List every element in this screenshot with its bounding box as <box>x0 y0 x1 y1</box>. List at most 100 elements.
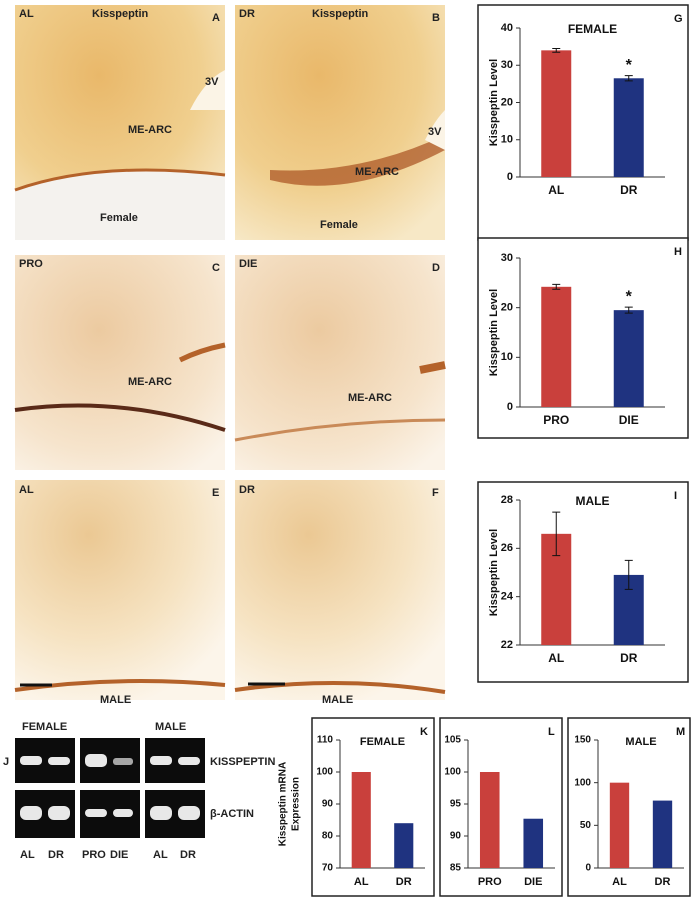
y-axis-label: Kisspeptin Level <box>488 59 500 146</box>
ventricle-label: 3V <box>205 76 219 88</box>
significance-mark: * <box>626 288 633 305</box>
panel-letter: C <box>212 262 220 274</box>
x-tick-label: DR <box>655 876 671 888</box>
y-tick-label: 20 <box>501 96 513 108</box>
y-tick-label: 28 <box>501 494 513 506</box>
bar <box>394 823 414 868</box>
chart: L 85 90 95 100 105 PRO DIE <box>439 717 563 897</box>
panel-letter: F <box>432 487 439 499</box>
group-label: PRO <box>19 258 43 270</box>
group-label: AL <box>19 8 34 20</box>
lane-label: DR <box>48 849 64 861</box>
bar <box>523 818 544 868</box>
panel-letter: E <box>212 487 219 499</box>
y-tick-label: 105 <box>444 735 461 746</box>
error-bar <box>624 559 633 590</box>
group-label: DR <box>239 8 255 20</box>
x-tick-label: DIE <box>619 413 639 427</box>
error-bar <box>624 75 633 82</box>
sex-label: Female <box>320 219 358 231</box>
region-label: ME-ARC <box>355 166 399 178</box>
gel-panel: J FEMALE MALE KISSPEPTIN β-ACTIN AL DR P… <box>3 721 275 861</box>
y-tick-label: 10 <box>501 134 513 146</box>
chart: G FEMALE Kisspeptin Level 0 10 20 30 40 AL DR * <box>477 4 689 241</box>
y-tick-label: 100 <box>316 767 333 778</box>
micrograph-e: AL E MALE <box>14 480 226 706</box>
chart-frame <box>477 481 689 683</box>
y-tick-label: 0 <box>507 171 513 183</box>
y-tick-label: 70 <box>322 863 334 874</box>
panel-letter: G <box>674 13 683 25</box>
panel-letter: D <box>432 262 440 274</box>
micrograph-f: DR F MALE <box>234 480 446 706</box>
chart-frame <box>311 717 435 897</box>
y-axis-label: Expression <box>291 777 302 831</box>
chart: K FEMALE Kisspeptin mRNA Expression 70 80 90 10… <box>278 717 435 897</box>
panel-letter: J <box>3 756 9 768</box>
group-label: AL <box>19 484 34 496</box>
x-tick-label: AL <box>354 876 369 888</box>
chart-title: MALE <box>576 494 610 508</box>
lane-label: AL <box>153 849 168 861</box>
y-tick-label: 100 <box>444 767 461 778</box>
y-axis-label: Kisspeptin Level <box>488 289 500 376</box>
bar <box>351 772 371 868</box>
bar <box>613 310 644 407</box>
panel-letter: H <box>674 246 682 258</box>
sex-label: MALE <box>100 694 131 706</box>
x-tick-label: PRO <box>478 876 502 888</box>
y-tick-label: 90 <box>450 831 462 842</box>
x-tick-label: AL <box>612 876 627 888</box>
y-tick-label: 20 <box>501 302 513 314</box>
lane-label: AL <box>20 849 35 861</box>
lane-label: DIE <box>110 849 128 861</box>
panel-letter: A <box>212 12 220 24</box>
bar <box>541 286 572 407</box>
error-bar <box>552 283 561 290</box>
group-label: DIE <box>239 258 257 270</box>
y-axis-label: Kisspeptin Level <box>488 529 500 616</box>
x-tick-label: DR <box>620 183 638 197</box>
panel-letter: I <box>674 490 677 502</box>
panel-letter: B <box>432 12 440 24</box>
sex-label: MALE <box>322 694 353 706</box>
stain-label: Kisspeptin <box>312 8 369 20</box>
y-tick-label: 0 <box>507 401 513 413</box>
y-tick-label: 50 <box>580 820 592 831</box>
y-tick-label: 30 <box>501 252 513 264</box>
chart-title: MALE <box>625 736 656 748</box>
region-label: ME-ARC <box>128 124 172 136</box>
y-axis-label: Kisspeptin mRNA <box>278 762 289 846</box>
x-tick-label: AL <box>548 183 564 197</box>
lane-label: DR <box>180 849 196 861</box>
lane-label: PRO <box>82 849 106 861</box>
y-tick-label: 95 <box>450 799 462 810</box>
y-tick-label: 0 <box>585 863 591 874</box>
chart: I MALE Kisspeptin Level 22 24 26 28 AL DR <box>477 481 689 683</box>
ventricle-label: 3V <box>428 126 442 138</box>
bar <box>652 800 673 868</box>
sex-label: Female <box>100 212 138 224</box>
micrograph-c: PRO C ME-ARC <box>14 255 226 470</box>
x-tick-label: DR <box>396 876 412 888</box>
y-tick-label: 90 <box>322 799 334 810</box>
x-tick-label: DIE <box>524 876 542 888</box>
x-tick-label: AL <box>548 651 564 665</box>
gene-label: KISSPEPTIN <box>210 756 275 768</box>
micrograph-b: DR Kisspeptin B 3V ME-ARC Female <box>235 5 445 240</box>
chart-frame <box>477 4 689 241</box>
chart: M MALE 0 50 100 150 AL DR <box>567 717 691 897</box>
y-tick-label: 80 <box>322 831 334 842</box>
chart: H Kisspeptin Level 0 10 20 30 PRO DIE * <box>477 237 689 439</box>
chart-frame <box>477 237 689 439</box>
micrograph-a: AL Kisspeptin A 3V ME-ARC Female <box>14 5 226 240</box>
y-tick-label: 150 <box>574 735 591 746</box>
sex-label: MALE <box>155 721 186 733</box>
panel-letter: M <box>676 726 685 738</box>
chart-title: FEMALE <box>568 22 617 36</box>
y-tick-label: 24 <box>501 591 514 603</box>
bar <box>613 78 644 177</box>
gene-label: β-ACTIN <box>210 808 254 820</box>
error-bar <box>552 47 561 53</box>
